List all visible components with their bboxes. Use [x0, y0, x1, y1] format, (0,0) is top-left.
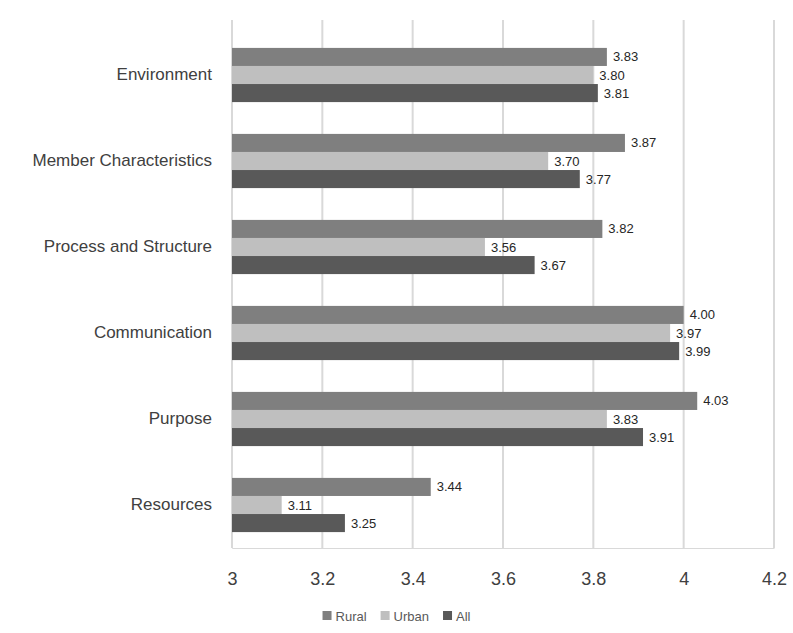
data-label: 3.97 [676, 326, 701, 341]
x-tick-label: 3 [227, 569, 237, 589]
data-label: 4.03 [703, 393, 728, 408]
data-label: 3.91 [649, 430, 674, 445]
x-tick-label: 3.2 [310, 569, 335, 589]
x-axis: 3 3.2 3.4 3.6 3.8 4 4.2 [227, 548, 787, 589]
bar [232, 152, 548, 170]
x-tick-label: 3.8 [581, 569, 606, 589]
data-label: 3.77 [586, 172, 611, 187]
bar [232, 134, 625, 152]
grid [232, 20, 774, 548]
bar [232, 220, 602, 238]
bar [232, 324, 670, 342]
legend-item: Rural [323, 609, 367, 624]
data-label: 3.82 [608, 221, 633, 236]
bar [232, 256, 535, 274]
bar [232, 238, 485, 256]
x-tick-label: 3.6 [491, 569, 516, 589]
category-label: Communication [94, 323, 212, 342]
data-label: 3.87 [631, 135, 656, 150]
bar [232, 478, 431, 496]
chart: 3 3.2 3.4 3.6 3.8 4 4.2 Environment Member Chara… [0, 0, 793, 633]
x-tick: 3.2 [310, 548, 335, 589]
bar [232, 306, 684, 324]
bar [232, 170, 580, 188]
x-tick-label: 3.4 [401, 569, 426, 589]
x-tick: 4.2 [762, 548, 787, 589]
data-label: 3.99 [685, 344, 710, 359]
legend-label: Rural [336, 609, 367, 624]
x-tick: 4 [679, 548, 689, 589]
x-tick: 3.6 [491, 548, 516, 589]
legend-swatch [443, 611, 452, 620]
data-label: 3.11 [288, 498, 312, 513]
legend-label: All [456, 609, 471, 624]
y-tick: Purpose [149, 409, 232, 428]
data-label: 3.70 [554, 154, 579, 169]
bars [232, 48, 697, 532]
category-label: Process and Structure [44, 237, 212, 256]
data-label: 3.80 [599, 68, 624, 83]
data-label: 3.67 [541, 258, 566, 273]
bar [232, 48, 607, 66]
bar [232, 84, 598, 102]
data-label: 3.56 [491, 240, 516, 255]
category-label: Environment [117, 65, 213, 84]
bar [232, 66, 593, 84]
legend-swatch [381, 611, 390, 620]
x-tick: 3.8 [581, 548, 606, 589]
x-tick: 3.4 [401, 548, 426, 589]
data-label: 3.83 [613, 49, 638, 64]
legend-swatch [323, 611, 332, 620]
y-axis: Environment Member Characteristics Process… [33, 33, 233, 549]
bar [232, 428, 643, 446]
legend-item: Urban [381, 609, 429, 624]
legend: Rural Urban All [323, 609, 471, 624]
y-axis-line [232, 33, 233, 549]
x-tick-label: 4.2 [762, 569, 787, 589]
data-label: 3.81 [604, 86, 629, 101]
bar [232, 342, 679, 360]
legend-label: Urban [394, 609, 429, 624]
y-tick: Communication [94, 323, 232, 342]
category-label: Member Characteristics [33, 151, 213, 170]
category-label: Resources [131, 495, 212, 514]
data-labels: 3.83 3.87 3.82 4.00 4.03 3.44 3.80 3.70 3.56 3.97… [288, 49, 729, 530]
data-label: 4.00 [690, 307, 715, 322]
category-label: Purpose [149, 409, 212, 428]
legend-item: All [443, 609, 471, 624]
x-tick: 3 [227, 548, 237, 589]
x-axis-line [233, 548, 775, 549]
grid-line [773, 20, 775, 548]
bar [232, 514, 345, 532]
data-label: 3.25 [351, 516, 376, 531]
bar [232, 410, 607, 428]
bar [232, 392, 697, 410]
bar [232, 496, 282, 514]
x-tick-label: 4 [679, 569, 689, 589]
y-tick: Environment [117, 65, 232, 84]
y-tick: Process and Structure [44, 237, 232, 256]
grid-line [683, 20, 685, 548]
data-label: 3.44 [437, 479, 462, 494]
data-label: 3.83 [613, 412, 638, 427]
y-tick: Resources [131, 495, 232, 514]
y-tick: Member Characteristics [33, 151, 233, 170]
